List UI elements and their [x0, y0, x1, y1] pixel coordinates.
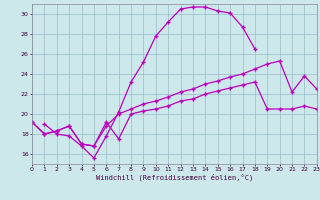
X-axis label: Windchill (Refroidissement éolien,°C): Windchill (Refroidissement éolien,°C) [96, 174, 253, 181]
